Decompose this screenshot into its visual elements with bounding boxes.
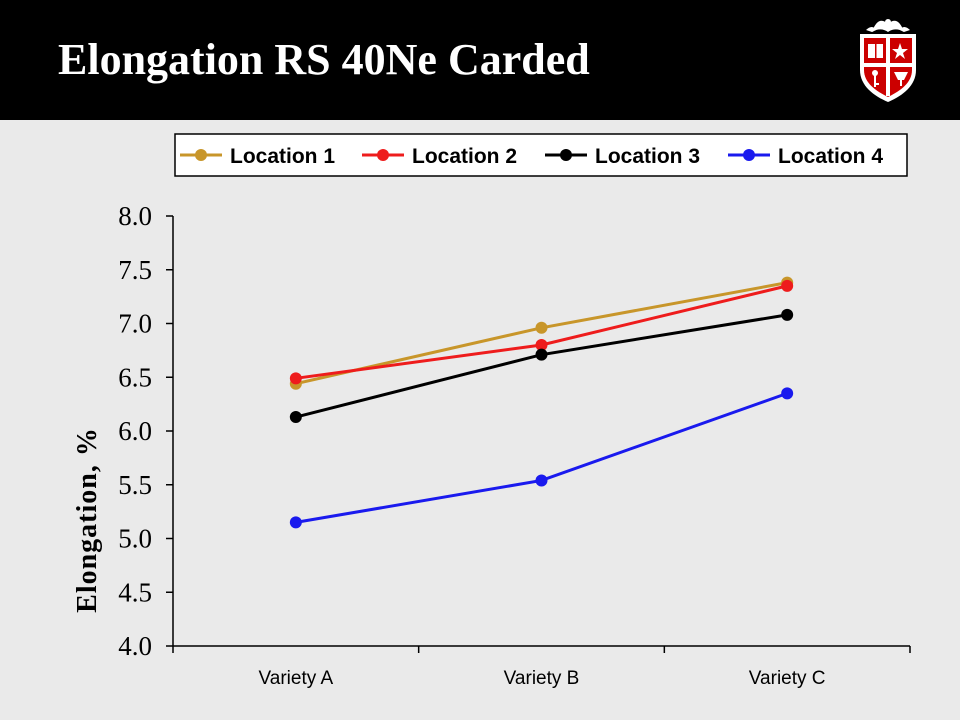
data-point-location-2: [289, 372, 302, 385]
legend-swatch-marker: [560, 149, 572, 161]
y-tick-label: 6.5: [118, 362, 152, 392]
data-point-location-2: [781, 279, 794, 292]
x-tick-label: Variety A: [259, 668, 334, 689]
y-tick-label: 5.0: [118, 524, 152, 554]
data-point-location-4: [535, 474, 548, 487]
series-line-location-4: [295, 391, 788, 524]
legend-swatch-marker: [377, 149, 389, 161]
legend-label: Location 1: [230, 145, 335, 168]
legend-label: Location 2: [412, 145, 517, 168]
legend-label: Location 3: [595, 145, 700, 168]
series-location-2: [289, 279, 794, 385]
series-location-3: [289, 308, 794, 424]
legend-box: [174, 133, 908, 177]
data-point-location-3: [781, 308, 794, 321]
y-tick-label: 4.0: [118, 631, 152, 661]
data-point-location-4: [289, 516, 302, 529]
legend-item-location-1: Location 1: [180, 145, 335, 168]
legend-swatch-marker: [195, 149, 207, 161]
data-point-location-3: [535, 348, 548, 361]
y-tick-label: 7.5: [118, 255, 152, 285]
data-point-location-1: [535, 321, 548, 334]
y-axis-ticks: 4.0 4.5 5.0 5.5 6.0 6.5 7.0 7.5 8.0: [118, 201, 173, 661]
y-axis-label: Elongation, %: [72, 427, 103, 613]
y-tick-label: 8.0: [118, 201, 152, 231]
legend-item-location-2: Location 2: [362, 145, 517, 168]
y-tick-label: 7.0: [118, 309, 152, 339]
series-location-1: [289, 276, 794, 390]
legend-swatch-marker: [743, 149, 755, 161]
slide-title: Elongation RS 40Ne Carded: [58, 35, 590, 84]
legend-label: Location 4: [778, 145, 883, 168]
x-axis-ticks: Variety A Variety B Variety C: [172, 646, 911, 689]
series-location-4: [289, 387, 794, 529]
series-layer: [289, 276, 794, 529]
legend-item-location-4: Location 4: [728, 145, 883, 168]
data-point-location-3: [289, 411, 302, 424]
line-chart: Location 1 Location 2 Location 3 Location 4…: [72, 133, 911, 689]
x-tick-label: Variety C: [749, 668, 826, 689]
y-tick-label: 5.5: [118, 470, 152, 500]
data-point-location-2: [535, 339, 548, 351]
chart-axes: [172, 216, 910, 647]
x-tick-label: Variety B: [504, 668, 580, 689]
legend-item-location-3: Location 3: [545, 145, 700, 168]
y-tick-label: 4.5: [118, 577, 152, 607]
data-point-location-4: [781, 387, 794, 400]
chart-legend: Location 1 Location 2 Location 3 Location 4: [174, 133, 908, 177]
y-tick-label: 6.0: [118, 416, 152, 446]
title-bar: Elongation RS 40Ne Carded: [0, 0, 960, 120]
university-shield-logo-icon: [860, 19, 916, 102]
